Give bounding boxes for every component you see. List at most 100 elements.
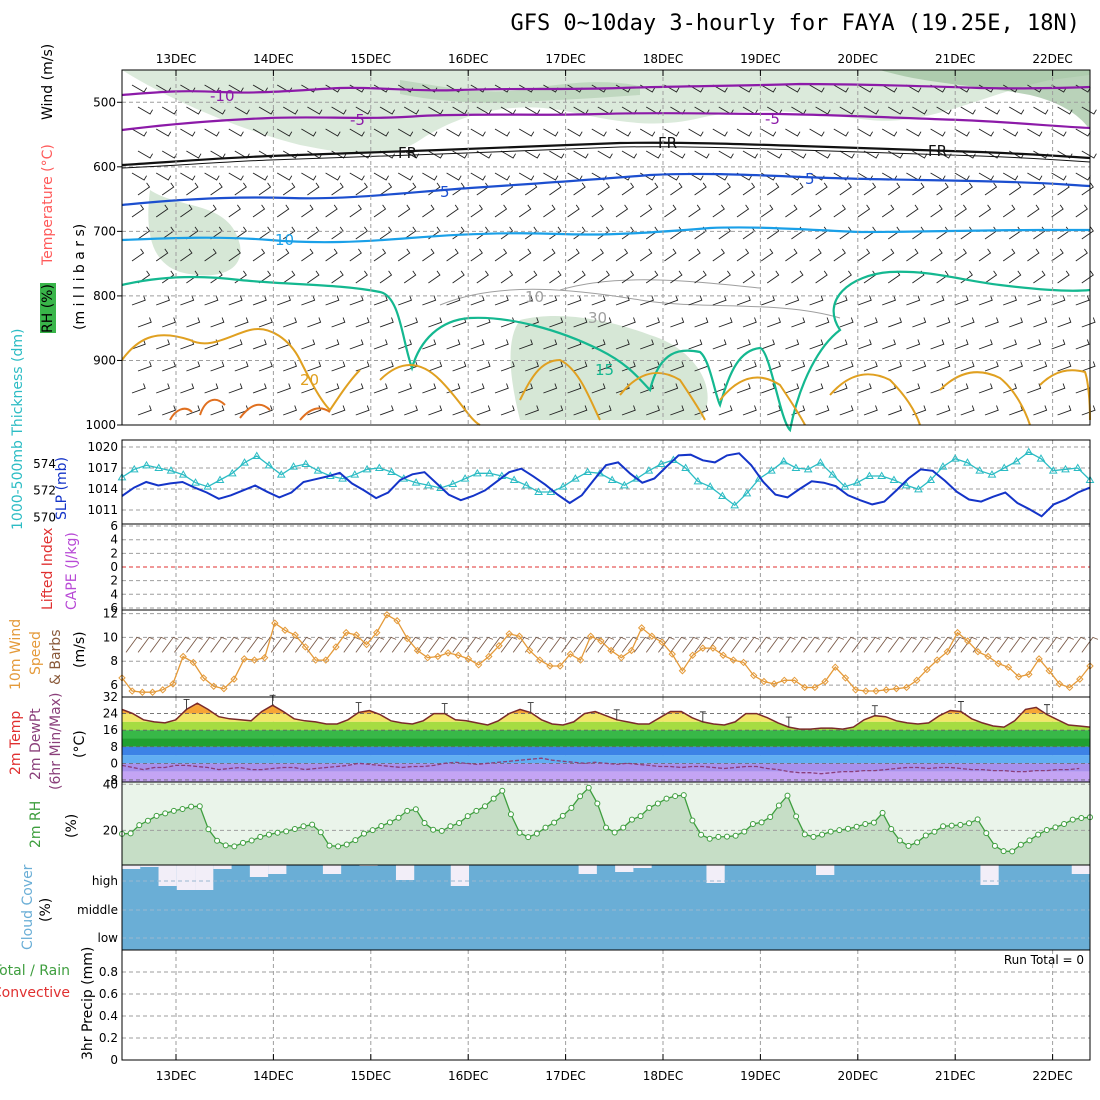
rh2m-point	[274, 829, 281, 836]
upper-wind-barb	[252, 172, 268, 181]
rh2m-point	[1017, 841, 1024, 848]
rh2m-point	[577, 793, 584, 800]
upper-wind-barb	[960, 405, 975, 416]
rh2m-point	[438, 827, 445, 834]
rh2m-point	[205, 826, 212, 833]
upper-wind-barb	[615, 295, 630, 306]
upper-wind-barb	[500, 226, 514, 240]
upper-wind-barb	[930, 248, 943, 262]
rh2m-point	[447, 823, 454, 830]
wind10m-barb	[198, 636, 215, 653]
date-label-bottom: 18DEC	[643, 1069, 683, 1083]
upper-wind-barb	[664, 383, 679, 394]
upper-wind-barb	[936, 270, 949, 284]
wind10m-barb	[730, 636, 748, 653]
upper-wind-barb	[325, 383, 340, 394]
wind10m-barb	[633, 636, 651, 653]
upper-wind-barb	[815, 317, 830, 328]
upper-wind-barb	[591, 128, 607, 137]
rh2m-point	[957, 821, 964, 828]
rh2m-point	[335, 843, 342, 850]
upper-wind-barb	[355, 270, 368, 284]
upper-wind-barb	[766, 270, 780, 284]
wind10m-point	[790, 676, 799, 685]
upper-wind-barb	[615, 204, 629, 218]
upper-wind-barb	[664, 295, 679, 306]
upper-wind-barb	[228, 339, 243, 350]
upper-wind-barb	[131, 172, 147, 181]
upper-wind-barb	[809, 128, 825, 137]
upper-wind-barb	[282, 106, 299, 115]
cloud-high-gap	[176, 865, 196, 890]
thickness-point	[840, 482, 850, 490]
rh2m-point	[585, 784, 592, 791]
wind-tick-label: 12	[103, 607, 118, 621]
wind10m-point	[230, 675, 238, 683]
upper-wind-barb	[403, 226, 417, 240]
thickness-point	[816, 458, 825, 466]
upper-wind-barb	[234, 106, 250, 115]
thickness-point	[166, 466, 176, 474]
temp-tick-label: 32	[103, 690, 118, 704]
upper-wind-barb	[766, 150, 783, 159]
thickness-point	[730, 500, 740, 509]
thickness-point	[926, 475, 936, 483]
upper-wind-barb	[1033, 405, 1048, 416]
thickness-point	[240, 458, 249, 466]
rh2m-point	[628, 816, 635, 823]
panel-frames	[121, 69, 1091, 1061]
upper-wind-barb	[1081, 226, 1094, 240]
temp-max-marker	[871, 705, 878, 716]
upper-wind-barb	[839, 150, 855, 159]
upper-wind-barb	[162, 317, 176, 328]
thickness-line	[121, 451, 1091, 507]
upper-wind-barb	[379, 361, 394, 372]
wind10m-point	[464, 655, 473, 663]
wind10m-point	[260, 653, 269, 662]
wind10m-barb	[416, 636, 433, 653]
wind10m-point	[607, 646, 615, 655]
upper-wind-barb	[694, 182, 707, 196]
panel-frame	[121, 949, 1091, 1061]
upper-wind-barb	[428, 182, 441, 196]
thickness-point	[877, 471, 887, 479]
upper-wind-barb	[906, 339, 921, 350]
ylabel-wind: Wind (m/s)	[40, 44, 56, 120]
rh2m-point	[836, 827, 843, 834]
upper-wind-barb	[670, 182, 683, 196]
upper-wind-barb	[228, 383, 243, 394]
upper-wind-barb	[252, 383, 267, 394]
wind10m-point	[851, 686, 860, 694]
upper-wind-barb	[204, 383, 219, 394]
wind10m-point	[403, 634, 412, 643]
cloud-high-gap	[140, 865, 159, 867]
rh2m-point	[845, 825, 851, 832]
upper-wind-barb	[809, 248, 822, 262]
upper-wind-barb	[446, 172, 462, 181]
wind10m-barb	[1033, 636, 1050, 653]
wind10m-point	[515, 632, 524, 640]
upper-wind-barb	[500, 270, 514, 284]
left-axis-titles: Temperature (°C) Wind (m/s) RH (%) (m i …	[0, 44, 96, 1060]
rh-shade-boundary	[510, 315, 708, 420]
thickness-point	[387, 467, 396, 475]
upper-wind-barb	[906, 295, 921, 306]
upper-wind-barb	[863, 182, 877, 196]
upper-wind-barb	[1081, 317, 1096, 328]
thickness-point	[718, 491, 727, 499]
upper-wind-barb	[978, 339, 993, 350]
upper-wind-barb	[549, 182, 562, 196]
label-5-right: 5	[805, 170, 815, 188]
wind10m-barb	[161, 636, 179, 653]
upper-wind-barb	[379, 106, 395, 115]
upper-wind-barb	[349, 248, 362, 262]
upper-wind-barb	[863, 150, 879, 159]
upper-wind-barb	[204, 172, 220, 181]
wind10m-point	[831, 663, 839, 671]
rh2m-point	[620, 824, 627, 831]
upper-wind-barb	[645, 150, 662, 159]
wind10m-barb	[1081, 636, 1099, 653]
isotherm-5	[121, 172, 1091, 207]
upper-wind-barb	[252, 248, 266, 262]
upper-wind-barb	[161, 270, 175, 284]
